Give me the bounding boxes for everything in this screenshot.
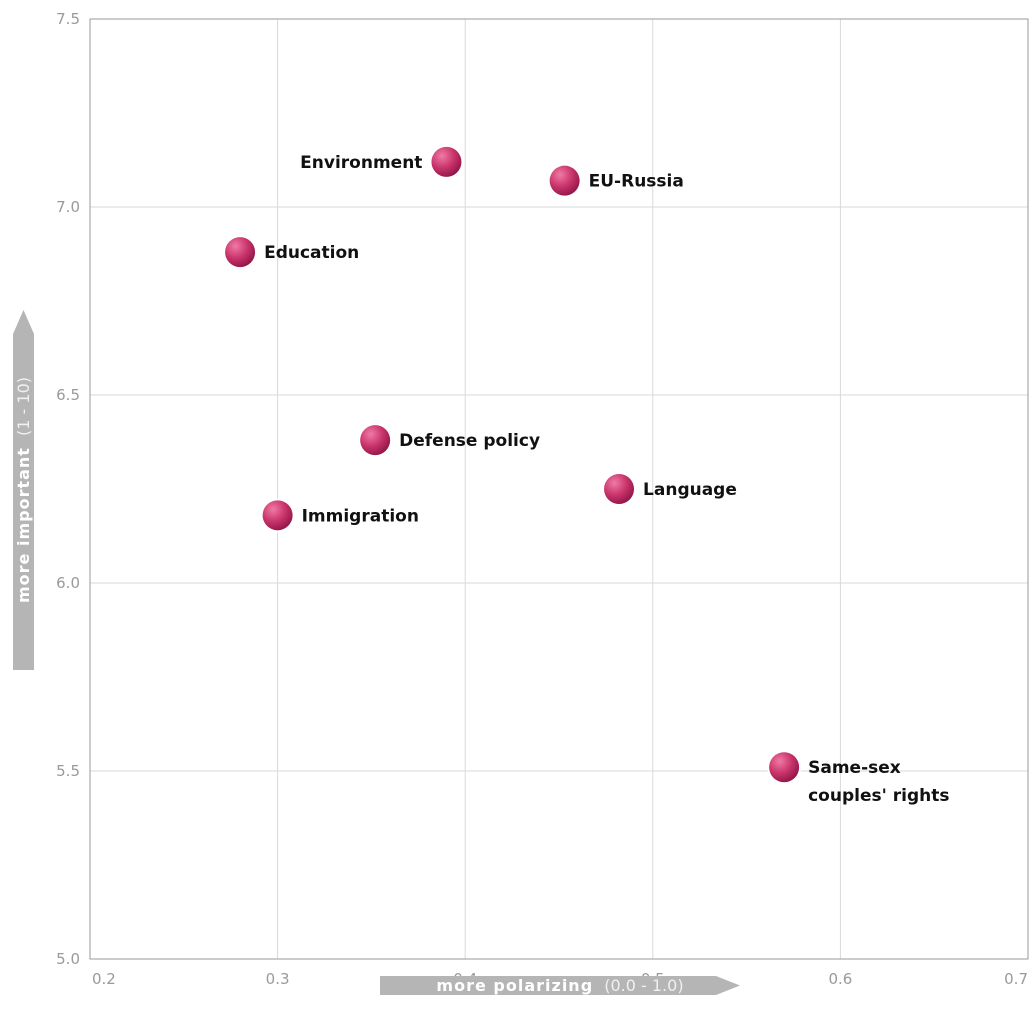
point-marker (769, 752, 800, 783)
x-axis-title: more polarizing (0.0 - 1.0) (380, 976, 740, 995)
point-marker (225, 237, 256, 268)
point-marker (262, 500, 293, 531)
y-axis-arrow (13, 310, 34, 670)
x-tick-label: 0.2 (92, 970, 116, 988)
grid-lines (89, 18, 1029, 960)
x-axis-arrow (380, 976, 740, 995)
y-tick-label: 6.0 (56, 574, 80, 592)
y-axis-ticks: 5.0 5.5 6.0 6.5 7.0 7.5 (56, 10, 80, 968)
x-axis-label: more polarizing (436, 976, 593, 995)
data-point: Defense policy (358, 423, 540, 458)
point-label: Defense policy (399, 431, 540, 451)
y-tick-label: 5.5 (56, 762, 80, 780)
point-marker (604, 474, 635, 504)
data-point: Language (602, 472, 737, 506)
data-point: Same-sex couples' rights (767, 750, 949, 806)
svg-text:more polarizing (0.0 - 1: more polarizing (0.0 - 1.0) (436, 976, 683, 995)
data-point: Immigration (260, 498, 419, 533)
x-tick-label: 0.6 (828, 970, 852, 988)
point-label: Same-sex couples' rights (808, 758, 949, 806)
data-point: EU-Russia (547, 163, 684, 198)
y-tick-label: 6.5 (56, 386, 80, 404)
y-axis-range: (1 - 10) (14, 377, 33, 436)
point-marker (431, 146, 462, 177)
y-tick-label: 5.0 (56, 950, 80, 968)
data-points: Environment EU-Russia Education Defense pol… (223, 144, 949, 806)
data-point: Education (223, 235, 359, 270)
point-label: Immigration (302, 506, 419, 526)
x-tick-label: 0.3 (266, 970, 290, 988)
data-point: Environment (300, 144, 464, 179)
x-tick-label: 0.7 (1004, 970, 1028, 988)
point-marker (549, 165, 580, 196)
point-label: EU-Russia (589, 172, 684, 192)
point-marker (360, 425, 391, 456)
plot-frame (89, 18, 1029, 960)
point-label: Education (264, 243, 359, 263)
svg-text:more important (1 - 10): more important (1 - 10) (14, 377, 33, 603)
y-tick-label: 7.5 (56, 10, 80, 28)
y-tick-label: 7.0 (56, 198, 80, 216)
x-axis-range: (0.0 - 1.0) (604, 976, 683, 995)
point-label: Environment (300, 153, 422, 173)
point-label: Language (643, 480, 737, 500)
y-axis-title: more important (1 - 10) (13, 310, 34, 670)
y-axis-label: more important (14, 447, 33, 603)
